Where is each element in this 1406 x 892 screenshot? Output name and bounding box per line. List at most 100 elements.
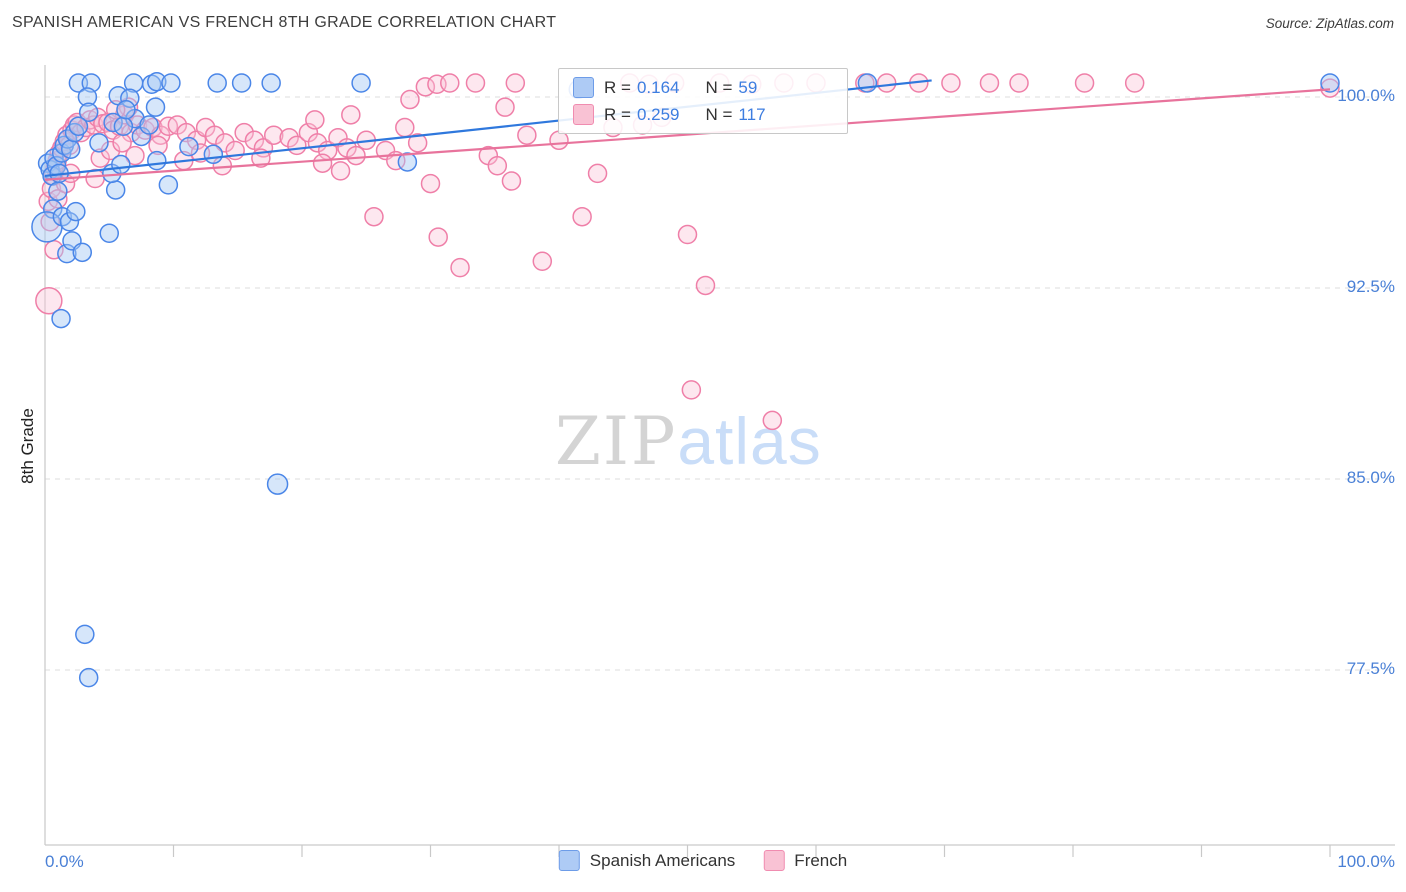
- scatter-point: [440, 73, 460, 93]
- n-prefix: N =: [705, 77, 733, 97]
- scatter-point: [147, 150, 167, 171]
- scatter-point: [203, 144, 224, 165]
- y-tick-92-5: 92.5%: [1346, 277, 1395, 296]
- scatter-point: [450, 257, 470, 278]
- scatter-point: [66, 201, 86, 222]
- scatter-point: [876, 73, 897, 93]
- scatter-point: [587, 163, 608, 184]
- scatter-point: [215, 133, 235, 153]
- legend-label: French: [794, 850, 848, 870]
- stats-row-french: R = 0.259 N = 117: [573, 104, 833, 125]
- scatter-point: [420, 173, 441, 194]
- scatter-point: [204, 125, 225, 145]
- scatter-point: [1320, 73, 1340, 93]
- scatter-point: [161, 73, 181, 93]
- scatter-point: [87, 107, 108, 128]
- scatter-point: [48, 181, 68, 201]
- scatter-point: [141, 74, 162, 95]
- scatter-point: [346, 145, 366, 166]
- scatter-point: [90, 148, 111, 168]
- scatter-point: [78, 102, 99, 123]
- r-prefix: R =: [604, 104, 631, 124]
- scatter-point: [415, 77, 436, 97]
- scatter-point: [266, 473, 289, 495]
- scatter-point: [158, 175, 179, 195]
- scatter-point: [341, 105, 361, 125]
- n-value: 117: [738, 104, 766, 124]
- n-value: 59: [738, 77, 758, 97]
- scatter-point: [145, 97, 166, 117]
- r-value: 0.164: [636, 77, 680, 97]
- series-legend: Spanish Americans French: [558, 850, 847, 871]
- scatter-point: [677, 224, 698, 245]
- scatter-point: [78, 667, 99, 688]
- y-tick-77-5: 77.5%: [1346, 659, 1395, 678]
- trend-line: [44, 88, 1331, 181]
- scatter-point: [941, 73, 961, 93]
- french-swatch-icon: [573, 104, 594, 125]
- page-title: SPANISH AMERICAN VS FRENCH 8TH GRADE COR…: [12, 14, 557, 31]
- legend-item-spanish-americans: Spanish Americans: [558, 850, 735, 871]
- scatter-point: [465, 73, 486, 93]
- scatter-point: [77, 87, 98, 107]
- watermark-atlas: atlas: [677, 404, 822, 478]
- scatter-point: [72, 242, 93, 263]
- scatter-point: [75, 624, 95, 645]
- scatter-point: [351, 73, 371, 93]
- scatter-point: [89, 133, 109, 153]
- scatter-point: [120, 88, 140, 109]
- spanish-americans-swatch-icon: [558, 850, 580, 871]
- scatter-point: [51, 308, 71, 329]
- r-prefix: R =: [604, 77, 631, 97]
- scatter-point: [428, 227, 448, 247]
- scatter-point: [111, 154, 131, 175]
- scatter-point: [532, 251, 553, 272]
- scatter-point: [105, 180, 126, 200]
- x-tick-100: 100.0%: [1337, 852, 1395, 871]
- scatter-point: [103, 112, 123, 133]
- scatter-point: [35, 286, 63, 315]
- scatter-point: [495, 97, 515, 117]
- scatter-point: [517, 125, 537, 145]
- scatter-point: [263, 125, 284, 145]
- scatter-point: [1124, 73, 1145, 93]
- scatter-point: [312, 153, 333, 173]
- scatter-point: [131, 126, 152, 147]
- scatter-point: [505, 73, 526, 93]
- scatter-point: [487, 156, 508, 176]
- scatter-point: [762, 410, 783, 431]
- scatter-point: [681, 380, 702, 400]
- scatter-point: [59, 212, 80, 232]
- scatter-point: [148, 135, 168, 156]
- scatter-point: [125, 145, 145, 166]
- scatter-point: [400, 89, 420, 110]
- scatter-point: [113, 116, 134, 137]
- scatter-point: [48, 189, 68, 209]
- scatter-point: [572, 206, 592, 227]
- spanish-americans-swatch-icon: [573, 77, 594, 98]
- french-swatch-icon: [763, 850, 785, 871]
- scatter-point: [207, 73, 227, 93]
- stats-row-spanish-americans: R = 0.164 N = 59: [573, 77, 833, 98]
- scatter-point: [147, 71, 167, 92]
- scatter-point: [305, 110, 325, 130]
- scatter-point: [139, 115, 159, 135]
- source-attribution: Source: ZipAtlas.com: [1265, 16, 1394, 31]
- scatter-point: [979, 73, 1000, 93]
- scatter-point: [231, 73, 252, 93]
- y-tick-85: 85.0%: [1346, 468, 1395, 487]
- r-value: 0.259: [636, 104, 680, 124]
- stats-legend-box: R = 0.164 N = 59 R = 0.259 N = 117: [558, 68, 848, 134]
- scatter-point: [1009, 73, 1029, 93]
- scatter-point: [330, 161, 351, 181]
- scatter-point: [1320, 78, 1340, 98]
- legend-item-french: French: [763, 850, 847, 871]
- scatter-point: [112, 133, 132, 153]
- scatter-point: [261, 73, 281, 93]
- scatter-point: [99, 223, 119, 243]
- scatter-point: [116, 99, 136, 120]
- scatter-point: [68, 116, 89, 137]
- scatter-point: [857, 73, 878, 93]
